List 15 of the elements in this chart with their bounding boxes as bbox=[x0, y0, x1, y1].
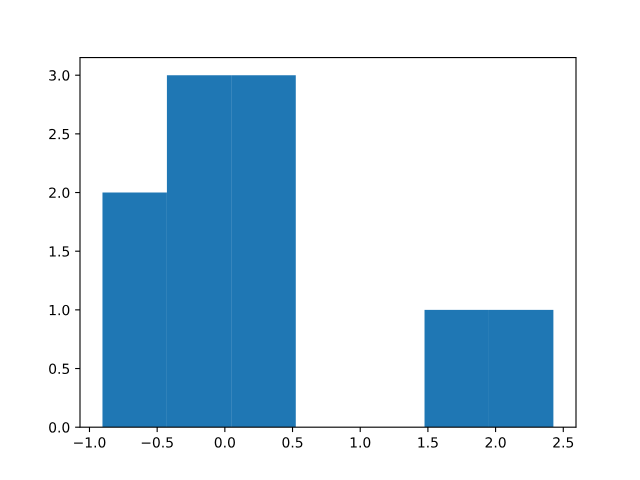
x-tick-label: 0.0 bbox=[214, 437, 235, 448]
y-tick-label: 2.5 bbox=[49, 128, 70, 140]
x-tick-label: −0.5 bbox=[142, 437, 173, 448]
x-tick-label: 1.5 bbox=[418, 437, 438, 448]
y-tick-label: 3.0 bbox=[49, 70, 70, 81]
x-tick-label: 1.0 bbox=[350, 437, 370, 448]
y-tick-label: 0.5 bbox=[49, 364, 70, 374]
x-tick-label: 2.0 bbox=[486, 437, 506, 448]
y-tick-label: 2.0 bbox=[49, 188, 70, 198]
x-tick-label: 0.5 bbox=[282, 437, 302, 448]
x-tick-label: −1.0 bbox=[74, 437, 106, 448]
x-tick-label: 2.5 bbox=[553, 437, 574, 448]
y-tick-label: 0.0 bbox=[49, 422, 70, 433]
y-tick-label: 1.5 bbox=[50, 246, 70, 257]
y-tick-label: 1.0 bbox=[50, 304, 70, 316]
